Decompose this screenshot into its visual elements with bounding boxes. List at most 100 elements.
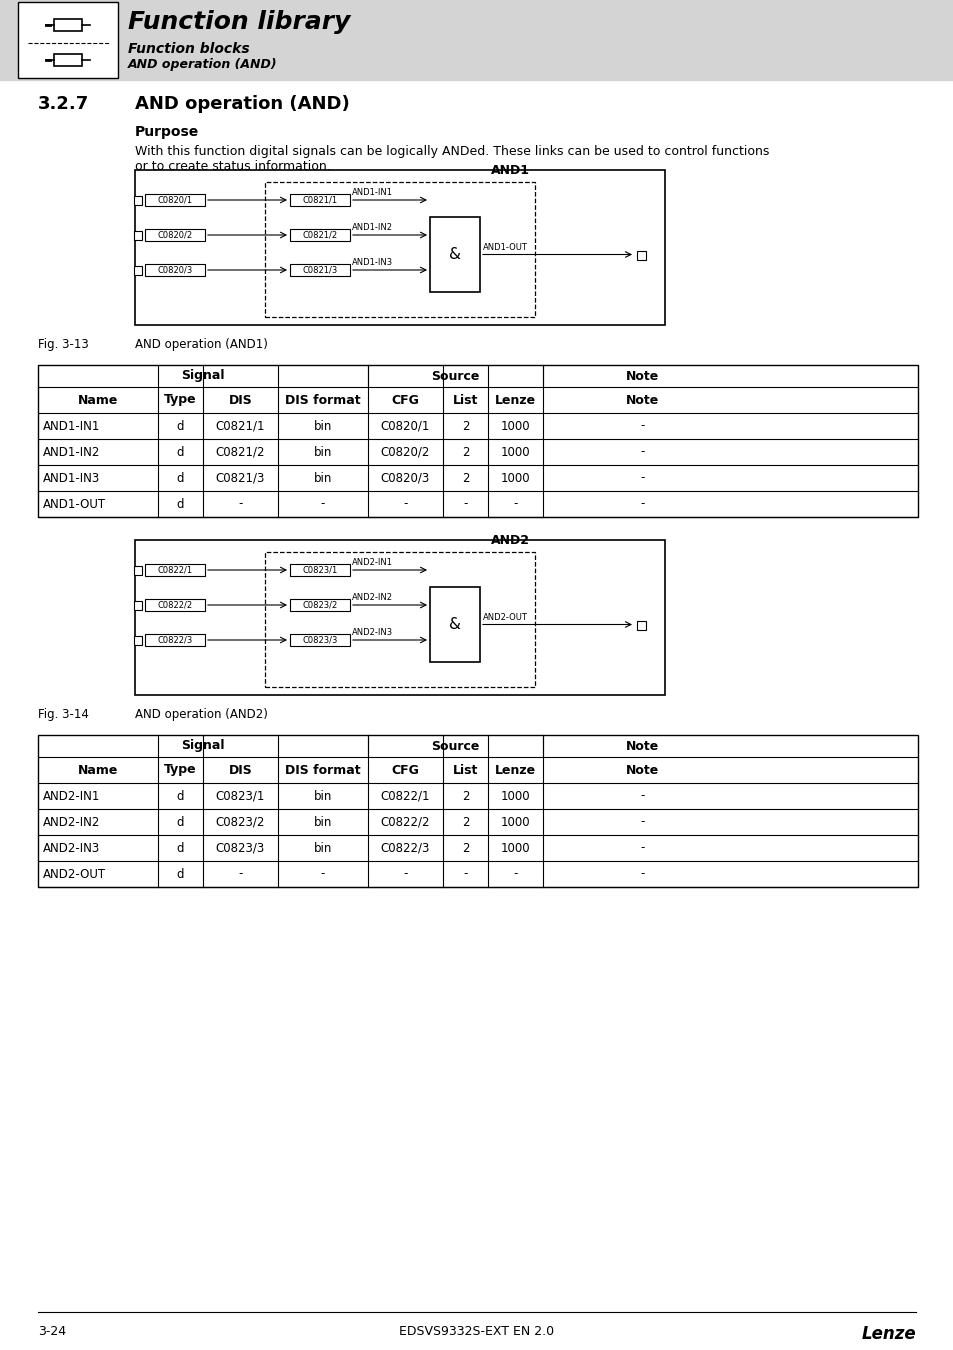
Text: C0822/1: C0822/1: [157, 566, 193, 575]
Text: AND1-OUT: AND1-OUT: [43, 498, 106, 510]
Text: d: d: [176, 790, 184, 802]
Text: C0820/1: C0820/1: [157, 196, 193, 204]
Text: -: -: [320, 868, 325, 880]
Text: DIS: DIS: [229, 393, 253, 406]
Bar: [265, 182, 535, 317]
Text: 2: 2: [461, 815, 469, 829]
Text: List: List: [453, 764, 477, 776]
Bar: [290, 634, 350, 647]
Bar: [18, 1, 118, 78]
Text: d: d: [176, 841, 184, 855]
Text: C0821/3: C0821/3: [302, 266, 337, 274]
Text: &: &: [449, 617, 460, 632]
Text: Note: Note: [626, 764, 659, 776]
Text: AND2-IN3: AND2-IN3: [352, 628, 393, 637]
Bar: [290, 194, 350, 207]
Text: C0821/2: C0821/2: [215, 446, 265, 459]
Text: C0822/1: C0822/1: [380, 790, 430, 802]
Text: 1000: 1000: [500, 420, 530, 432]
Bar: [265, 552, 535, 687]
Text: -: -: [640, 868, 644, 880]
Text: AND2-IN1: AND2-IN1: [352, 558, 393, 567]
Text: AND operation (AND2): AND operation (AND2): [135, 707, 268, 721]
Text: bin: bin: [314, 790, 332, 802]
Text: Type: Type: [164, 393, 196, 406]
Text: Note: Note: [626, 370, 659, 382]
Text: C0822/2: C0822/2: [380, 815, 430, 829]
Text: 3-24: 3-24: [38, 1324, 66, 1338]
Bar: [145, 564, 205, 576]
Bar: [145, 634, 205, 647]
Bar: [430, 587, 479, 662]
Bar: [290, 265, 350, 275]
Bar: [145, 599, 205, 612]
Bar: [133, 566, 142, 575]
Text: 1000: 1000: [500, 790, 530, 802]
Text: Note: Note: [626, 393, 659, 406]
Bar: [145, 194, 205, 207]
Text: -: -: [238, 498, 242, 510]
Text: C0820/2: C0820/2: [380, 446, 430, 459]
Text: -: -: [640, 815, 644, 829]
Text: Function library: Function library: [128, 9, 350, 34]
Text: With this function digital signals can be logically ANDed. These links can be us: With this function digital signals can b…: [135, 144, 768, 173]
Text: Name: Name: [78, 393, 118, 406]
Text: AND1-IN1: AND1-IN1: [352, 188, 393, 197]
Text: AND2-IN2: AND2-IN2: [43, 815, 100, 829]
Text: 2: 2: [461, 420, 469, 432]
Text: d: d: [176, 446, 184, 459]
Text: EDSVS9332S-EXT EN 2.0: EDSVS9332S-EXT EN 2.0: [399, 1324, 554, 1338]
Text: 1000: 1000: [500, 471, 530, 485]
Text: -: -: [640, 471, 644, 485]
Text: -: -: [238, 868, 242, 880]
Text: C0821/3: C0821/3: [215, 471, 265, 485]
Text: 2: 2: [461, 471, 469, 485]
Bar: [133, 196, 142, 205]
Text: Lenze: Lenze: [495, 764, 536, 776]
Bar: [145, 265, 205, 275]
Text: AND operation (AND1): AND operation (AND1): [135, 338, 268, 351]
Text: Function blocks: Function blocks: [128, 42, 250, 55]
Text: d: d: [176, 471, 184, 485]
Text: d: d: [176, 815, 184, 829]
Text: AND1-IN3: AND1-IN3: [352, 258, 393, 267]
Text: -: -: [640, 841, 644, 855]
Text: C0821/2: C0821/2: [302, 231, 337, 239]
Bar: [135, 170, 664, 325]
Text: C0823/3: C0823/3: [215, 841, 265, 855]
Bar: [133, 636, 142, 645]
Text: AND2-IN3: AND2-IN3: [43, 841, 100, 855]
Bar: [290, 230, 350, 242]
Text: d: d: [176, 498, 184, 510]
Text: -: -: [640, 420, 644, 432]
Text: DIS format: DIS format: [285, 764, 360, 776]
Text: Source: Source: [431, 740, 479, 752]
Text: AND1-OUT: AND1-OUT: [482, 243, 527, 251]
Text: -: -: [640, 498, 644, 510]
Text: -: -: [513, 498, 517, 510]
Bar: [38, 734, 917, 887]
Text: -: -: [513, 868, 517, 880]
Text: AND2-OUT: AND2-OUT: [482, 613, 527, 621]
Text: AND2-IN1: AND2-IN1: [43, 790, 100, 802]
Bar: [133, 601, 142, 610]
Text: C0822/2: C0822/2: [157, 601, 193, 609]
Text: C0823/1: C0823/1: [215, 790, 265, 802]
Text: bin: bin: [314, 446, 332, 459]
Text: C0823/3: C0823/3: [302, 636, 337, 644]
Text: AND1-IN2: AND1-IN2: [43, 446, 100, 459]
Text: 1000: 1000: [500, 841, 530, 855]
Bar: [54, 54, 82, 66]
Text: -: -: [403, 498, 407, 510]
Text: Lenze: Lenze: [861, 1324, 915, 1343]
Bar: [637, 251, 645, 259]
Text: -: -: [463, 868, 467, 880]
Bar: [637, 621, 645, 629]
Text: C0821/1: C0821/1: [215, 420, 265, 432]
Text: bin: bin: [314, 420, 332, 432]
Text: C0822/3: C0822/3: [157, 636, 193, 644]
Text: DIS: DIS: [229, 764, 253, 776]
Text: -: -: [640, 446, 644, 459]
Text: 2: 2: [461, 841, 469, 855]
Text: bin: bin: [314, 841, 332, 855]
